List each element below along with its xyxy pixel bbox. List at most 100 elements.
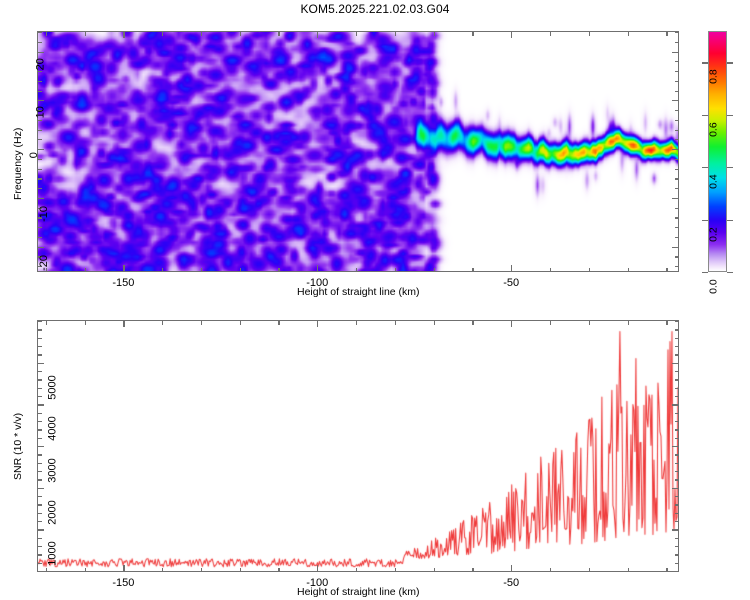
ytick-minor-right [674, 554, 678, 556]
colorbar-tick-label: 0.8 [707, 69, 720, 85]
ytick-minor-right [674, 188, 678, 190]
xtick-major [123, 265, 125, 271]
ytick-minor-right [674, 61, 678, 63]
xtick-minor-top [627, 321, 629, 325]
ytick-major [38, 246, 44, 248]
ytick-major-right [672, 446, 678, 448]
ytick-minor [38, 429, 42, 431]
ytick-minor-right [674, 504, 678, 506]
xtick-minor [666, 567, 668, 571]
colorbar-tick-label: 0.6 [707, 122, 720, 137]
xtick-minor [433, 567, 435, 571]
colorbar-tick [727, 62, 733, 64]
ytick-minor [38, 546, 42, 548]
xtick-minor [627, 267, 629, 271]
ytick-label: 20 [34, 57, 47, 70]
xtick-major-top [511, 32, 513, 38]
ytick-minor-right [674, 329, 678, 331]
ytick-minor-right [674, 354, 678, 356]
ytick-minor-right [674, 236, 678, 239]
xtick-minor-top [356, 32, 358, 36]
xtick-minor-top [588, 32, 590, 36]
xtick-minor-top [394, 321, 397, 325]
ytick-minor-right [674, 71, 678, 73]
ytick-major-right [672, 246, 678, 248]
ytick-major [38, 197, 44, 200]
xtick-minor [84, 267, 86, 271]
ytick-minor-right [674, 139, 678, 141]
ytick-minor-right [674, 217, 678, 219]
figure-title: KOM5.2025.221.02.03.G04 [300, 2, 450, 16]
ytick-minor-right [674, 387, 678, 389]
ytick-label: 3000 [46, 458, 59, 483]
xtick-minor [588, 567, 590, 571]
ytick-minor-right [674, 479, 678, 481]
colorbar-tick [727, 114, 733, 116]
xtick-major-top [123, 32, 125, 38]
xtick-minor [162, 267, 164, 271]
xtick-minor [627, 567, 629, 571]
xtick-minor [588, 267, 590, 271]
xtick-minor-top [433, 32, 435, 36]
xtick-minor [239, 267, 241, 271]
xtick-minor-top [666, 32, 668, 36]
xtick-major-top [511, 321, 513, 327]
xtick-minor-top [550, 321, 552, 325]
xtick-minor [356, 567, 358, 571]
ytick-minor [38, 266, 42, 268]
xtick-minor-top [278, 321, 280, 325]
ytick-minor-right [674, 562, 678, 564]
ytick-minor [38, 207, 42, 209]
xtick-minor-top [278, 32, 280, 36]
xtick-major [511, 565, 513, 571]
xtick-minor-top [84, 32, 86, 36]
ytick-minor [38, 337, 42, 339]
xtick-label: -100 [306, 577, 329, 589]
xtick-minor [394, 267, 397, 271]
ytick-minor-right [674, 521, 678, 523]
ytick-minor [38, 471, 42, 473]
spectrogram-xlabel: Height of straight line (km) [297, 286, 420, 298]
colorbar [708, 31, 727, 272]
ytick-major-right [672, 362, 678, 364]
ytick-minor-right [674, 379, 678, 381]
xtick-minor [278, 267, 280, 271]
colorbar-tick [727, 219, 733, 221]
ytick-minor [38, 168, 42, 170]
ytick-major-right [672, 487, 678, 489]
xtick-minor-top [356, 321, 358, 325]
xtick-label: -150 [112, 577, 135, 589]
xtick-major-top [317, 32, 319, 38]
colorbar-tick [727, 167, 733, 169]
ytick-minor [38, 217, 42, 219]
ytick-label: 10 [34, 106, 47, 119]
ytick-minor-right [674, 546, 678, 548]
ytick-minor-right [674, 119, 678, 121]
xtick-minor [356, 267, 358, 271]
ytick-minor [38, 371, 42, 373]
ytick-label: 5000 [46, 374, 59, 400]
ytick-minor [38, 387, 42, 389]
ytick-minor-right [674, 41, 678, 43]
spectrogram-ylabel: Frequency (Hz) [12, 127, 24, 200]
ytick-minor-right [674, 32, 678, 34]
xtick-minor [394, 567, 397, 571]
xtick-minor-top [666, 321, 668, 325]
xtick-minor [84, 567, 86, 571]
ytick-minor [38, 504, 42, 506]
xtick-minor-top [472, 321, 474, 325]
colorbar-tick [702, 272, 708, 274]
ytick-minor-right [674, 158, 678, 160]
xtick-minor-top [45, 32, 47, 36]
ytick-minor [38, 554, 42, 556]
ytick-label: 4000 [46, 416, 59, 442]
ytick-minor-right [674, 227, 678, 229]
xtick-minor-top [472, 32, 474, 36]
ytick-major-right [672, 404, 678, 406]
ytick-label: 1000 [46, 541, 59, 567]
ytick-minor-right [674, 512, 678, 514]
xtick-minor-top [162, 32, 164, 36]
xtick-minor-top [550, 32, 552, 36]
xtick-minor-top [394, 32, 397, 36]
